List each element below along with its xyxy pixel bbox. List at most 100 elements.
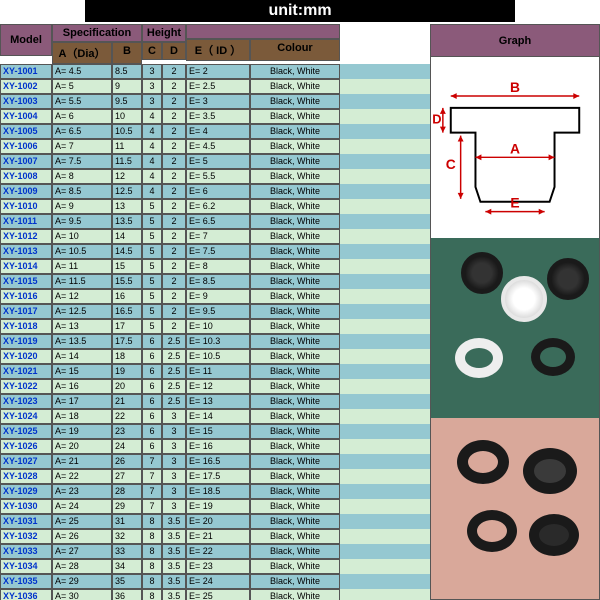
cell-model: XY-1024	[0, 409, 52, 424]
cell-c: 4	[142, 169, 162, 184]
cell-d: 2.5	[162, 349, 186, 364]
cell-c: 8	[142, 529, 162, 544]
cell-e: E= 25	[186, 589, 250, 600]
cell-e: E= 20	[186, 514, 250, 529]
cell-e: E= 4.5	[186, 139, 250, 154]
cell-a: A= 5.5	[52, 94, 112, 109]
cell-c: 8	[142, 589, 162, 600]
cell-c: 5	[142, 289, 162, 304]
cell-b: 14.5	[112, 244, 142, 259]
cell-d: 2.5	[162, 379, 186, 394]
unit-bar: unit:mm	[85, 0, 515, 22]
cell-a: A= 7	[52, 139, 112, 154]
cell-colour: Black, White	[250, 364, 340, 379]
cell-model: XY-1028	[0, 469, 52, 484]
cell-e: E= 8	[186, 259, 250, 274]
cell-d: 3.5	[162, 544, 186, 559]
cell-b: 11.5	[112, 154, 142, 169]
cell-d: 3	[162, 454, 186, 469]
cell-a: A= 14	[52, 349, 112, 364]
cell-e: E= 3	[186, 94, 250, 109]
cell-a: A= 7.5	[52, 154, 112, 169]
cell-d: 2	[162, 214, 186, 229]
grommet-icon	[529, 514, 579, 556]
cell-d: 2	[162, 154, 186, 169]
cell-c: 3	[142, 79, 162, 94]
cell-d: 3	[162, 439, 186, 454]
cell-a: A= 30	[52, 589, 112, 600]
cell-colour: Black, White	[250, 109, 340, 124]
table-row: XY-1012A= 101452E= 7Black, White	[0, 229, 430, 244]
cell-a: A= 21	[52, 454, 112, 469]
cell-d: 2	[162, 289, 186, 304]
cell-model: XY-1025	[0, 424, 52, 439]
cell-c: 4	[142, 184, 162, 199]
grommet-icon	[547, 258, 589, 300]
cell-b: 26	[112, 454, 142, 469]
cell-colour: Black, White	[250, 529, 340, 544]
cell-a: A= 12	[52, 289, 112, 304]
cell-colour: Black, White	[250, 484, 340, 499]
header-colour: Colour	[250, 39, 340, 61]
cell-e: E= 6.5	[186, 214, 250, 229]
cell-c: 4	[142, 139, 162, 154]
cell-e: E= 4	[186, 124, 250, 139]
table-row: XY-1011A= 9.513.552E= 6.5Black, White	[0, 214, 430, 229]
cell-d: 2	[162, 229, 186, 244]
table-row: XY-1036A= 303683.5E= 25Black, White	[0, 589, 430, 600]
cell-colour: Black, White	[250, 454, 340, 469]
cell-d: 2	[162, 274, 186, 289]
cell-b: 14	[112, 229, 142, 244]
cell-e: E= 10.5	[186, 349, 250, 364]
cell-d: 2	[162, 124, 186, 139]
cell-b: 33	[112, 544, 142, 559]
cell-e: E= 15	[186, 424, 250, 439]
cell-d: 2	[162, 139, 186, 154]
cell-c: 7	[142, 454, 162, 469]
cell-d: 2	[162, 94, 186, 109]
cell-model: XY-1001	[0, 64, 52, 79]
cell-b: 24	[112, 439, 142, 454]
diagram-label-c: C	[446, 156, 456, 172]
cell-b: 27	[112, 469, 142, 484]
cell-c: 5	[142, 214, 162, 229]
cell-a: A= 12.5	[52, 304, 112, 319]
cell-colour: Black, White	[250, 319, 340, 334]
cell-colour: Black, White	[250, 154, 340, 169]
table-row: XY-1028A= 222773E= 17.5Black, White	[0, 469, 430, 484]
cell-d: 2	[162, 304, 186, 319]
header-model: Model	[0, 24, 52, 56]
cell-colour: Black, White	[250, 514, 340, 529]
cell-b: 9.5	[112, 94, 142, 109]
table-row: XY-1014A= 111552E= 8Black, White	[0, 259, 430, 274]
cell-d: 2	[162, 79, 186, 94]
header-a: A（Dia）	[52, 42, 112, 64]
cell-e: E= 24	[186, 574, 250, 589]
cell-b: 16	[112, 289, 142, 304]
cell-a: A= 23	[52, 484, 112, 499]
cell-model: XY-1034	[0, 559, 52, 574]
cell-e: E= 8.5	[186, 274, 250, 289]
cell-model: XY-1032	[0, 529, 52, 544]
cell-model: XY-1010	[0, 199, 52, 214]
grommet-icon	[457, 440, 509, 484]
diagram-label-b: B	[510, 79, 520, 95]
cell-e: E= 18.5	[186, 484, 250, 499]
cell-c: 7	[142, 499, 162, 514]
cell-model: XY-1018	[0, 319, 52, 334]
header-graph: Graph	[431, 25, 599, 57]
cell-e: E= 19	[186, 499, 250, 514]
cell-c: 7	[142, 469, 162, 484]
table-row: XY-1022A= 162062.5E= 12Black, White	[0, 379, 430, 394]
cell-e: E= 10.3	[186, 334, 250, 349]
cell-c: 8	[142, 559, 162, 574]
cell-b: 17.5	[112, 334, 142, 349]
cell-b: 12	[112, 169, 142, 184]
cell-c: 4	[142, 154, 162, 169]
table-row: XY-1001A= 4.58.532E= 2Black, White	[0, 64, 430, 79]
cell-b: 13.5	[112, 214, 142, 229]
cell-colour: Black, White	[250, 64, 340, 79]
header-d: D	[162, 42, 186, 60]
header-c: C	[142, 42, 162, 60]
cell-model: XY-1012	[0, 229, 52, 244]
